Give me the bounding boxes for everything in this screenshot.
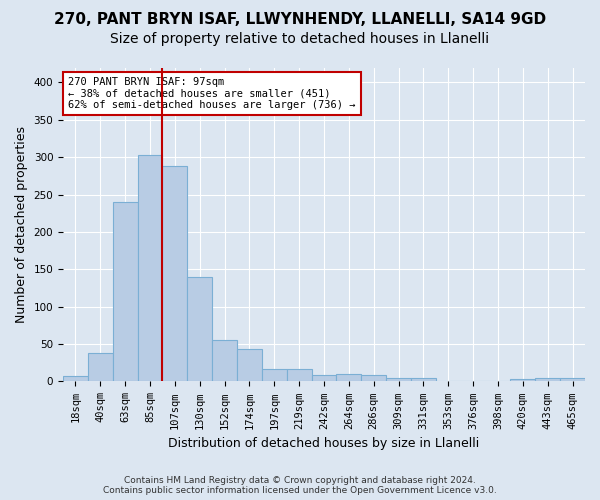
- Bar: [237, 350, 262, 382]
- X-axis label: Distribution of detached houses by size in Llanelli: Distribution of detached houses by size …: [169, 437, 479, 450]
- Bar: [386, 378, 411, 382]
- Bar: [511, 379, 535, 382]
- Text: 270 PANT BRYN ISAF: 97sqm
← 38% of detached houses are smaller (451)
62% of semi: 270 PANT BRYN ISAF: 97sqm ← 38% of detac…: [68, 77, 356, 110]
- Bar: [361, 376, 386, 382]
- Bar: [137, 155, 163, 382]
- Bar: [262, 368, 287, 382]
- Bar: [411, 378, 436, 382]
- Bar: [337, 374, 361, 382]
- Bar: [287, 368, 311, 382]
- Text: 270, PANT BRYN ISAF, LLWYNHENDY, LLANELLI, SA14 9GD: 270, PANT BRYN ISAF, LLWYNHENDY, LLANELL…: [54, 12, 546, 28]
- Bar: [212, 340, 237, 382]
- Bar: [436, 380, 461, 382]
- Bar: [535, 378, 560, 382]
- Bar: [187, 277, 212, 382]
- Bar: [560, 378, 585, 382]
- Text: Contains HM Land Registry data © Crown copyright and database right 2024.
Contai: Contains HM Land Registry data © Crown c…: [103, 476, 497, 495]
- Bar: [113, 202, 137, 382]
- Bar: [88, 353, 113, 382]
- Bar: [163, 166, 187, 382]
- Y-axis label: Number of detached properties: Number of detached properties: [15, 126, 28, 323]
- Bar: [311, 374, 337, 382]
- Text: Size of property relative to detached houses in Llanelli: Size of property relative to detached ho…: [110, 32, 490, 46]
- Bar: [485, 380, 511, 382]
- Bar: [63, 376, 88, 382]
